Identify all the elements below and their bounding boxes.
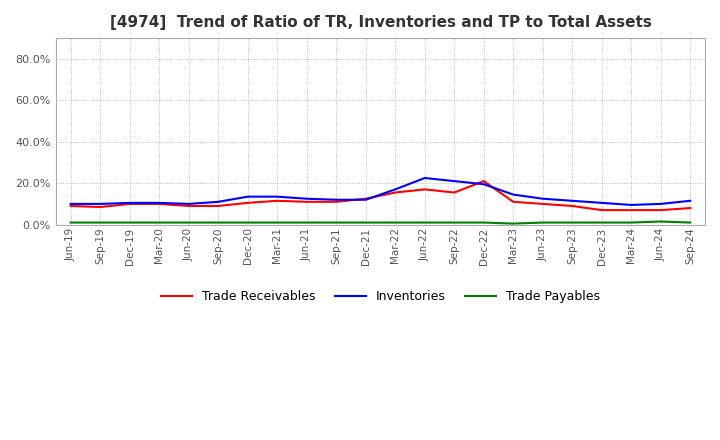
- Inventories: [125, 200, 134, 205]
- Inventories: [598, 200, 606, 205]
- Trade Receivables: [155, 201, 163, 206]
- Trade Payables: [184, 220, 193, 225]
- Inventories: [332, 197, 341, 202]
- Trade Receivables: [598, 208, 606, 213]
- Trade Payables: [450, 220, 459, 225]
- Trade Payables: [539, 220, 547, 225]
- Trade Receivables: [420, 187, 429, 192]
- Trade Receivables: [568, 203, 577, 209]
- Trade Payables: [125, 220, 134, 225]
- Trade Payables: [480, 220, 488, 225]
- Trade Payables: [302, 220, 311, 225]
- Inventories: [420, 176, 429, 181]
- Trade Payables: [686, 220, 695, 225]
- Trade Receivables: [480, 179, 488, 184]
- Inventories: [391, 187, 400, 192]
- Trade Receivables: [66, 203, 75, 209]
- Inventories: [657, 201, 665, 206]
- Trade Payables: [214, 220, 222, 225]
- Trade Payables: [391, 220, 400, 225]
- Inventories: [66, 201, 75, 206]
- Line: Inventories: Inventories: [71, 178, 690, 205]
- Trade Payables: [66, 220, 75, 225]
- Trade Receivables: [273, 198, 282, 203]
- Inventories: [568, 198, 577, 203]
- Trade Payables: [598, 220, 606, 225]
- Trade Receivables: [184, 203, 193, 209]
- Inventories: [539, 196, 547, 202]
- Trade Receivables: [657, 208, 665, 213]
- Trade Receivables: [539, 201, 547, 206]
- Trade Payables: [332, 220, 341, 225]
- Trade Payables: [627, 220, 636, 225]
- Inventories: [184, 201, 193, 206]
- Trade Receivables: [214, 203, 222, 209]
- Trade Receivables: [450, 190, 459, 195]
- Trade Receivables: [686, 205, 695, 211]
- Title: [4974]  Trend of Ratio of TR, Inventories and TP to Total Assets: [4974] Trend of Ratio of TR, Inventories…: [109, 15, 652, 30]
- Inventories: [155, 200, 163, 205]
- Inventories: [96, 201, 104, 206]
- Inventories: [509, 192, 518, 197]
- Inventories: [450, 179, 459, 184]
- Inventories: [302, 196, 311, 202]
- Trade Payables: [273, 220, 282, 225]
- Trade Receivables: [332, 199, 341, 205]
- Legend: Trade Receivables, Inventories, Trade Payables: Trade Receivables, Inventories, Trade Pa…: [156, 285, 605, 308]
- Trade Receivables: [96, 204, 104, 209]
- Trade Receivables: [627, 208, 636, 213]
- Trade Payables: [243, 220, 252, 225]
- Trade Receivables: [509, 199, 518, 205]
- Inventories: [686, 198, 695, 203]
- Inventories: [273, 194, 282, 199]
- Trade Payables: [361, 220, 370, 225]
- Inventories: [627, 202, 636, 208]
- Trade Payables: [509, 221, 518, 226]
- Trade Receivables: [125, 201, 134, 206]
- Line: Trade Receivables: Trade Receivables: [71, 181, 690, 210]
- Trade Payables: [657, 219, 665, 224]
- Trade Receivables: [243, 200, 252, 205]
- Inventories: [243, 194, 252, 199]
- Line: Trade Payables: Trade Payables: [71, 221, 690, 224]
- Trade Receivables: [302, 199, 311, 205]
- Trade Payables: [96, 220, 104, 225]
- Inventories: [480, 182, 488, 187]
- Trade Payables: [420, 220, 429, 225]
- Inventories: [361, 197, 370, 202]
- Trade Payables: [568, 220, 577, 225]
- Trade Receivables: [391, 190, 400, 195]
- Trade Receivables: [361, 196, 370, 202]
- Inventories: [214, 199, 222, 205]
- Trade Payables: [155, 220, 163, 225]
